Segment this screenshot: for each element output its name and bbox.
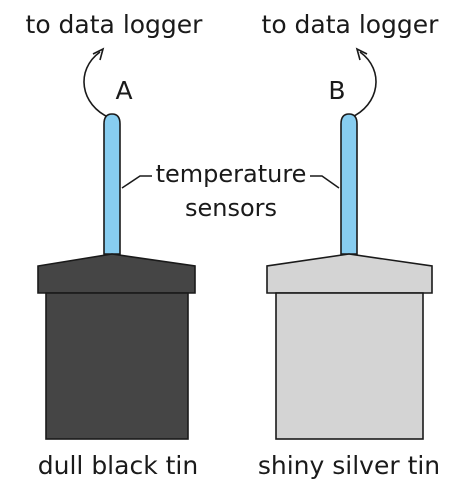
left-curved-arrow [84, 49, 110, 118]
dull-black-tin [38, 254, 195, 439]
sensor-label-line1: temperature [156, 160, 307, 188]
shiny-silver-tin-label: shiny silver tin [258, 451, 440, 480]
temperature-sensor-a [104, 114, 120, 254]
left-logger-label: to data logger [26, 10, 204, 39]
right-logger-label: to data logger [262, 10, 440, 39]
sensor-b-label: B [328, 76, 345, 105]
sensor-label-line2: sensors [185, 194, 277, 222]
temperature-sensor-b [341, 114, 357, 254]
leader-line-b [310, 176, 339, 188]
shiny-silver-tin [267, 254, 432, 439]
sensor-a-label: A [115, 76, 132, 105]
dull-black-tin-label: dull black tin [38, 451, 198, 480]
right-curved-arrow [350, 49, 376, 118]
leader-line-a [122, 176, 152, 188]
